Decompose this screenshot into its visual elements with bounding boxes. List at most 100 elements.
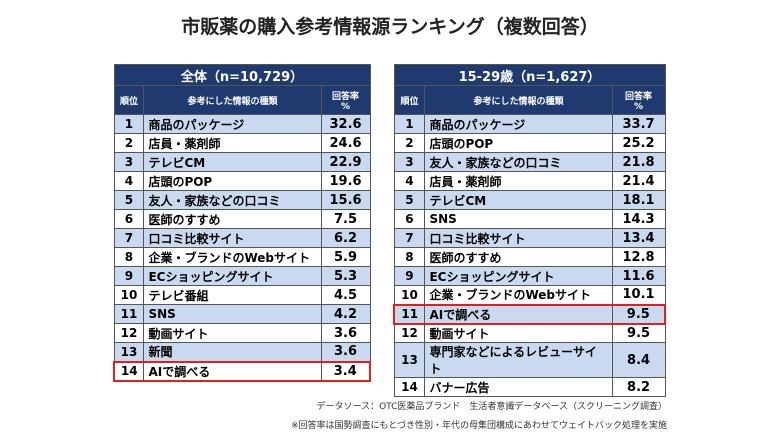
table-row: 1 商品のパッケージ 33.7 xyxy=(393,114,666,134)
rate-cell: 5.3 xyxy=(320,266,371,286)
table-row: 10 企業・ブランドのWebサイト 10.1 xyxy=(393,285,666,305)
table-row: 12 動画サイト 3.6 xyxy=(113,323,371,343)
rank-cell: 8 xyxy=(113,247,145,267)
rate-cell: 9.5 xyxy=(611,303,666,325)
page-title: 市販薬の購入参考情報源ランキング（複数回答） xyxy=(181,16,599,38)
table-row: 14 バナー広告 8.2 xyxy=(393,377,666,397)
rate-cell: 3.6 xyxy=(320,323,371,343)
item-cell: テレビCM xyxy=(143,152,322,172)
rate-cell: 9.5 xyxy=(611,323,666,343)
rank-cell: 2 xyxy=(113,133,145,153)
rank-cell: 14 xyxy=(393,377,426,397)
item-cell: AIで調べる xyxy=(143,360,322,382)
table-row: 1 商品のパッケージ 32.6 xyxy=(113,114,371,134)
item-cell: 店頭のPOP xyxy=(424,133,613,153)
item-cell: 友人・家族などの口コミ xyxy=(424,152,613,172)
item-cell: ECショッピングサイト xyxy=(424,266,613,286)
item-cell: 友人・家族などの口コミ xyxy=(143,190,322,210)
table-row: 3 テレビCM 22.9 xyxy=(113,152,371,172)
table-row: 11 SNS 4.2 xyxy=(113,304,371,324)
table-row: 9 ECショッピングサイト 5.3 xyxy=(113,266,371,286)
rate-cell: 24.6 xyxy=(320,133,371,153)
rate-unit: % xyxy=(341,101,351,112)
item-cell: 専門家などによるレビューサイト xyxy=(424,342,613,378)
rank-cell: 6 xyxy=(393,209,426,229)
rank-cell: 13 xyxy=(113,342,145,362)
rate-cell: 11.6 xyxy=(611,266,666,286)
rate-cell: 19.6 xyxy=(320,171,371,191)
rate-label: 回答率 xyxy=(625,91,653,102)
item-cell: 動画サイト xyxy=(143,323,322,343)
rank-cell: 1 xyxy=(393,114,426,134)
rate-cell: 8.4 xyxy=(611,342,666,378)
item-cell: 医師のすすめ xyxy=(424,247,613,267)
table-row: 4 店員・薬剤師 21.4 xyxy=(393,171,666,191)
data-source: データソース：OTC医薬品ブランド 生活者意識データベース（スクリーニング調査） xyxy=(316,402,667,412)
item-cell: 店員・薬剤師 xyxy=(424,171,613,191)
table-row: 4 店頭のPOP 19.6 xyxy=(113,171,371,191)
rank-cell: 5 xyxy=(393,190,426,210)
rank-cell: 10 xyxy=(393,285,426,305)
rate-cell: 4.2 xyxy=(320,304,371,324)
rank-cell: 13 xyxy=(393,342,426,378)
rate-cell: 32.6 xyxy=(320,114,371,134)
rate-cell: 15.6 xyxy=(320,190,371,210)
table-row: 13 新聞 3.6 xyxy=(113,342,371,362)
rate-cell: 10.1 xyxy=(611,285,666,305)
rank-cell: 12 xyxy=(113,323,145,343)
rank-cell: 1 xyxy=(113,114,145,134)
table-row: 7 口コミ比較サイト 6.2 xyxy=(113,228,371,248)
table-row: 13 専門家などによるレビューサイト 8.4 xyxy=(393,342,666,378)
rate-cell: 8.2 xyxy=(611,377,666,397)
item-cell: バナー広告 xyxy=(424,377,613,397)
table-row: 8 医師のすすめ 12.8 xyxy=(393,247,666,267)
table-row: 5 テレビCM 18.1 xyxy=(393,190,666,210)
rate-cell: 22.9 xyxy=(320,152,371,172)
footnote: ※回答率は国勢調査にもとづき性別・年代の母集団構成にあわせてウェイトバック処理を… xyxy=(290,421,667,431)
table-row: 5 友人・家族などの口コミ 15.6 xyxy=(113,190,371,210)
item-cell: 企業・ブランドのWebサイト xyxy=(143,247,322,267)
item-cell: 商品のパッケージ xyxy=(143,114,322,134)
item-cell: 商品のパッケージ xyxy=(424,114,613,134)
rate-cell: 6.2 xyxy=(320,228,371,248)
rate-header: 回答率% xyxy=(611,85,666,115)
table-row: 9 ECショッピングサイト 11.6 xyxy=(393,266,666,286)
table-row: 6 医師のすすめ 7.5 xyxy=(113,209,371,229)
rank-cell: 5 xyxy=(113,190,145,210)
item-cell: 医師のすすめ xyxy=(143,209,322,229)
rate-label: 回答率 xyxy=(332,91,360,102)
rank-cell: 14 xyxy=(113,360,145,382)
item-header: 参考にした情報の種類 xyxy=(143,85,322,115)
item-cell: 新聞 xyxy=(143,342,322,362)
rate-unit: % xyxy=(634,101,644,112)
ranking-table-15-29: 15-29歳（n=1,627） 順位 参考にした情報の種類 回答率% 1 商品の… xyxy=(393,64,666,397)
rate-cell: 3.4 xyxy=(320,360,371,382)
rank-cell: 4 xyxy=(113,171,145,191)
table-caption: 全体（n=10,729） xyxy=(113,64,371,86)
item-cell: 口コミ比較サイト xyxy=(143,228,322,248)
table-row: 11 AIで調べる 9.5 xyxy=(393,303,666,325)
rate-cell: 7.5 xyxy=(320,209,371,229)
table-row: 7 口コミ比較サイト 13.4 xyxy=(393,228,666,248)
item-cell: 口コミ比較サイト xyxy=(424,228,613,248)
item-cell: 企業・ブランドのWebサイト xyxy=(424,285,613,305)
table-row: 3 友人・家族などの口コミ 21.8 xyxy=(393,152,666,172)
rank-cell: 11 xyxy=(113,304,145,324)
rank-cell: 7 xyxy=(113,228,145,248)
rank-cell: 8 xyxy=(393,247,426,267)
item-cell: 動画サイト xyxy=(424,323,613,343)
table-row: 8 企業・ブランドのWebサイト 5.9 xyxy=(113,247,371,267)
item-cell: SNS xyxy=(424,209,613,229)
rate-cell: 33.7 xyxy=(611,114,666,134)
rank-cell: 3 xyxy=(113,152,145,172)
rank-cell: 11 xyxy=(393,303,426,325)
item-cell: SNS xyxy=(143,304,322,324)
table-caption: 15-29歳（n=1,627） xyxy=(393,64,666,86)
item-cell: 店頭のPOP xyxy=(143,171,322,191)
rank-cell: 9 xyxy=(113,266,145,286)
rate-cell: 21.4 xyxy=(611,171,666,191)
rate-header: 回答率% xyxy=(320,85,371,115)
ranking-table-all: 全体（n=10,729） 順位 参考にした情報の種類 回答率% 1 商品のパッケ… xyxy=(113,64,371,382)
rate-cell: 25.2 xyxy=(611,133,666,153)
table-row: 6 SNS 14.3 xyxy=(393,209,666,229)
